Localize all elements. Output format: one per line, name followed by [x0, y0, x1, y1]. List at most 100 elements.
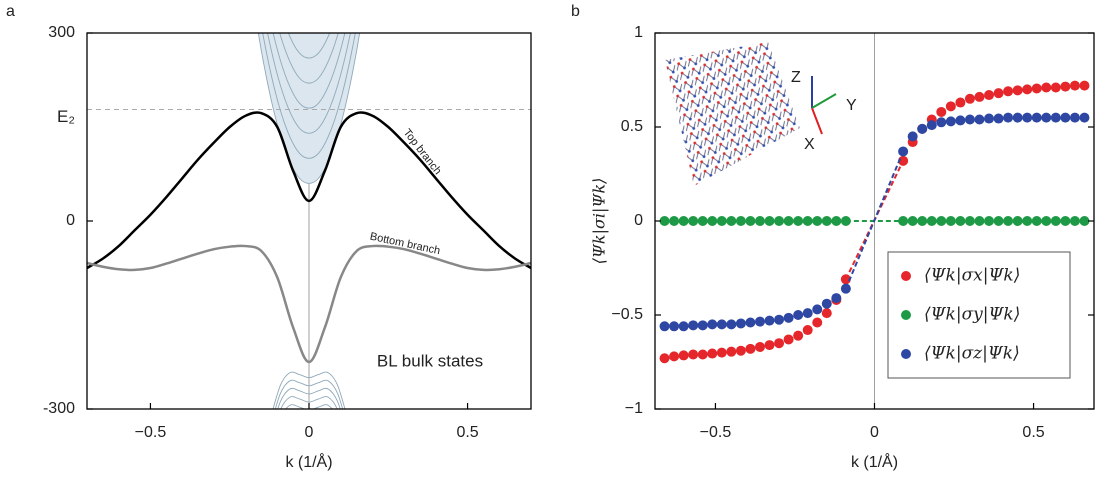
y-tick-label: -300 [43, 400, 75, 417]
x-tick-label: −0.5 [700, 424, 732, 441]
legend-label: ⟨Ψk|σz|Ψk⟩ [924, 344, 1020, 364]
point [802, 308, 813, 319]
point [1022, 112, 1033, 123]
bulk-state-line [274, 379, 344, 409]
point [964, 93, 975, 104]
point [783, 216, 794, 226]
point [1050, 112, 1061, 123]
x-tick-label: 0.5 [456, 424, 478, 441]
point [917, 123, 928, 134]
legend-marker [901, 349, 911, 359]
point [774, 338, 785, 349]
legend-marker [901, 310, 911, 320]
bulk-label: BL bulk states [377, 351, 483, 370]
point [955, 216, 966, 226]
point [1012, 112, 1023, 123]
lattice [665, 42, 800, 186]
point [802, 325, 813, 336]
branch-label: Bottom branch [369, 231, 441, 258]
point [945, 116, 956, 127]
plot-area [659, 33, 1090, 409]
point [1079, 112, 1090, 123]
bulk-state-line [272, 33, 346, 109]
point [936, 106, 947, 117]
point [1003, 216, 1014, 226]
inset-axis-label: Z [791, 69, 801, 86]
bulk-state-line [272, 371, 346, 409]
x-tick-label: 0.5 [1022, 424, 1044, 441]
point [984, 90, 995, 101]
point [993, 113, 1004, 124]
point [707, 348, 718, 359]
bulk-state-line [262, 33, 356, 159]
point [1003, 86, 1014, 97]
point [774, 216, 785, 226]
point [1069, 112, 1080, 123]
point [659, 321, 670, 332]
point [974, 114, 985, 125]
point [831, 216, 842, 226]
point [774, 314, 785, 325]
point [802, 216, 813, 226]
y-tick-label: −0.5 [611, 306, 643, 323]
point [812, 317, 823, 328]
bulk-state-line [257, 33, 361, 184]
point [1060, 112, 1071, 123]
point [945, 101, 956, 112]
point [840, 216, 851, 226]
y-tick-label: −1 [625, 400, 643, 417]
point [1022, 84, 1033, 95]
point [697, 320, 708, 331]
point [831, 293, 842, 304]
axis-arrow [811, 93, 837, 109]
point [1012, 216, 1023, 226]
point [898, 155, 909, 166]
point [745, 343, 756, 354]
panel-letter: b [571, 3, 580, 20]
point [1031, 83, 1042, 94]
crystal-inset [665, 42, 837, 186]
point [993, 216, 1004, 226]
panel-letter: a [6, 3, 15, 20]
point [993, 88, 1004, 99]
bulk-state-line [277, 387, 341, 409]
branch-line [87, 244, 531, 364]
point [735, 345, 746, 356]
point [955, 97, 966, 108]
point [1031, 216, 1042, 226]
point [964, 114, 975, 125]
point [707, 319, 718, 330]
point [669, 216, 680, 226]
point [678, 350, 689, 361]
point [974, 91, 985, 102]
point [707, 216, 718, 226]
inset-axis-label: X [804, 136, 815, 153]
point [1069, 216, 1080, 226]
point [659, 216, 670, 226]
point [821, 216, 832, 226]
point [917, 216, 928, 226]
point [821, 298, 832, 309]
point [735, 318, 746, 329]
y-tick-label: 0.5 [621, 118, 643, 135]
reference-label: E₂ [57, 107, 75, 126]
point [907, 131, 918, 142]
point [716, 216, 727, 226]
point [764, 216, 775, 226]
y-tick-label: 300 [48, 24, 75, 41]
point [926, 120, 937, 131]
point [726, 346, 737, 357]
dashed-link [844, 151, 905, 290]
point [812, 304, 823, 315]
legend-label: ⟨Ψk|σx|Ψk⟩ [924, 266, 1020, 286]
point [745, 317, 756, 328]
point [697, 349, 708, 360]
branch-line [87, 111, 531, 270]
x-axis-label: k (1/Å) [851, 452, 898, 471]
point [955, 115, 966, 126]
plot-frame [654, 32, 1095, 410]
point [793, 310, 804, 320]
point [726, 216, 737, 226]
point [1022, 216, 1033, 226]
